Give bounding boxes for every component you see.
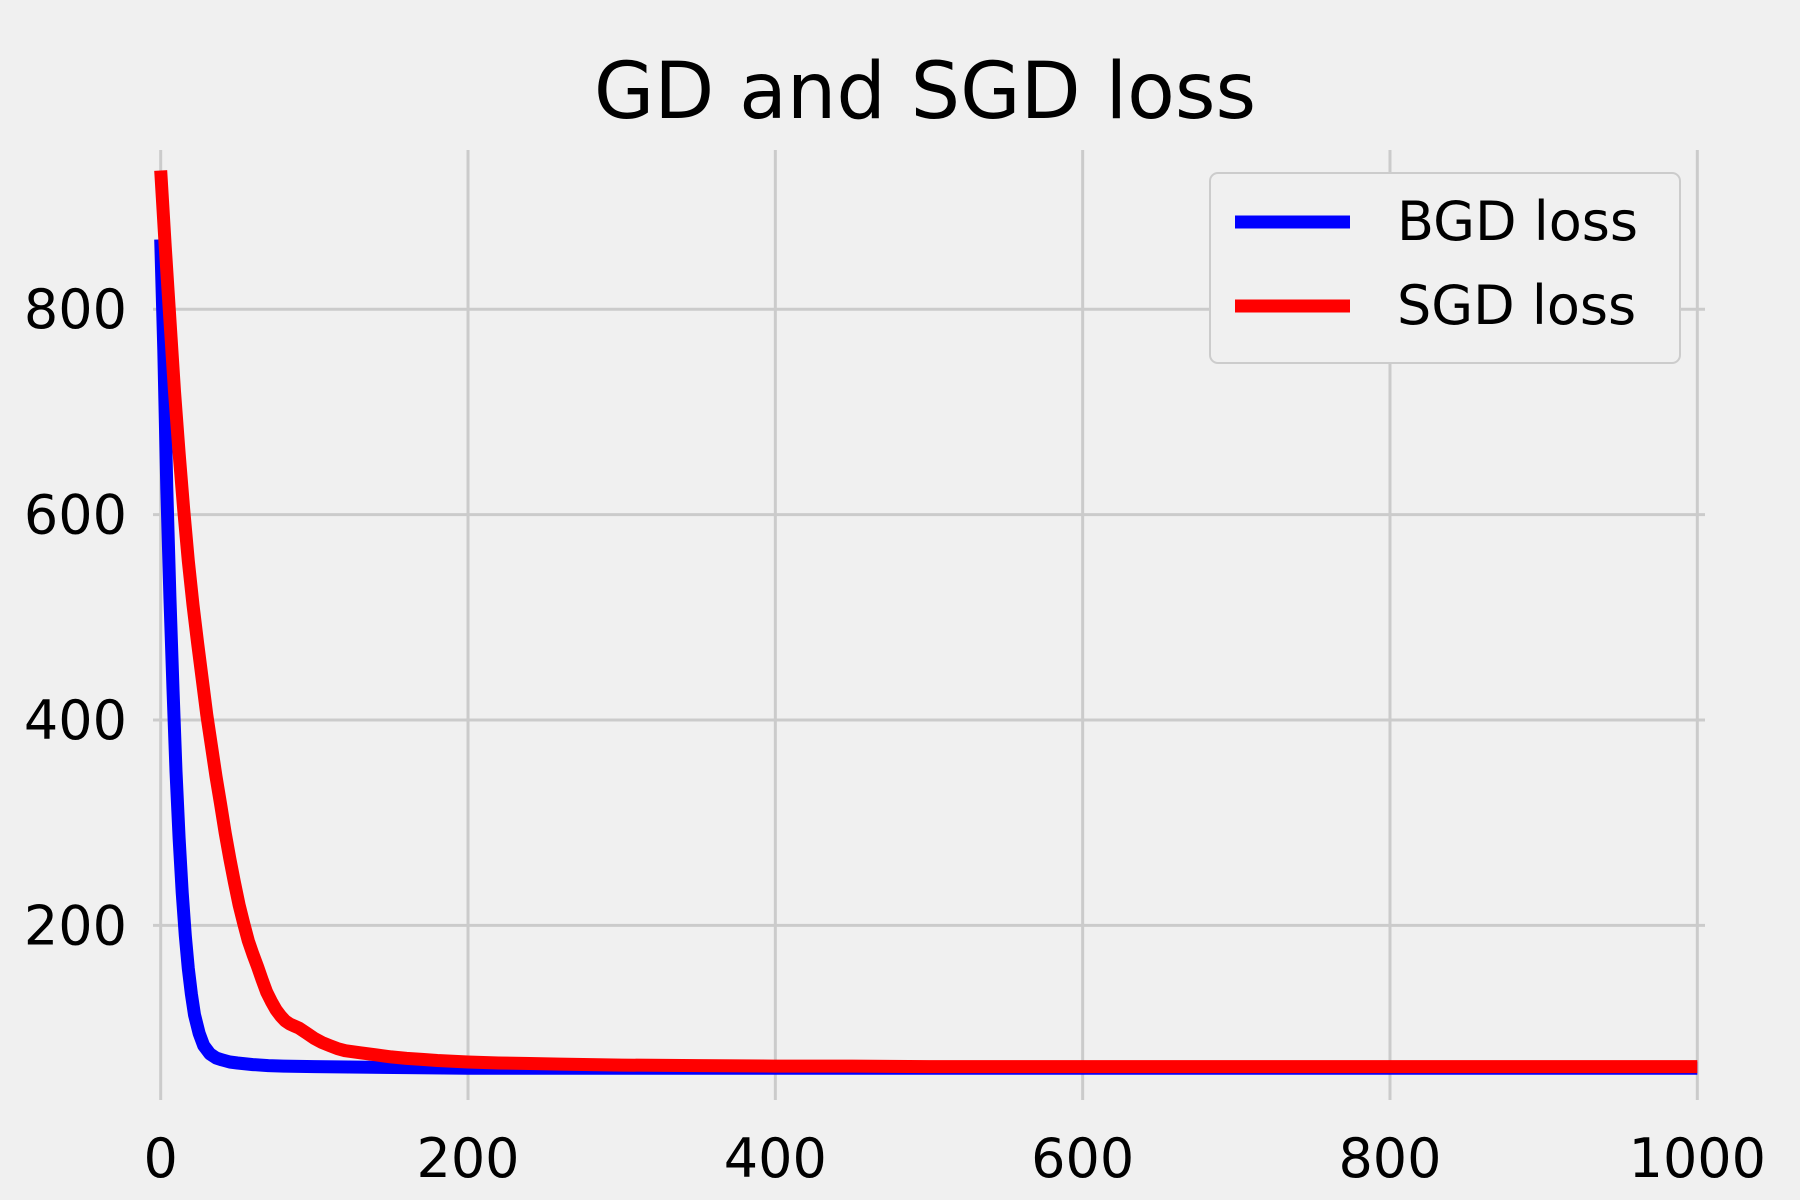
x-tick-label: 600 xyxy=(1031,1127,1134,1190)
y-tick-label: 800 xyxy=(24,278,127,341)
y-tick-label: 400 xyxy=(24,689,127,752)
x-tick-label: 200 xyxy=(416,1127,519,1190)
series-line-sgd xyxy=(154,170,1698,1074)
x-tick-label: 400 xyxy=(724,1127,827,1190)
y-tick-label: 600 xyxy=(24,484,127,547)
series-layer xyxy=(154,170,1698,1075)
legend: BGD loss SGD loss xyxy=(1209,172,1681,364)
tick-labels: 0 200 400 600 800 1000 200 400 600 800 xyxy=(24,278,1766,1190)
chart-title: GD and SGD loss xyxy=(594,47,1256,137)
x-tick-label: 0 xyxy=(144,1127,178,1190)
legend-label-bgd: BGD loss xyxy=(1397,190,1638,253)
legend-label-sgd: SGD loss xyxy=(1397,274,1636,337)
y-tick-label: 200 xyxy=(24,894,127,957)
x-tick-label: 800 xyxy=(1338,1127,1441,1190)
x-tick-label: 1000 xyxy=(1629,1127,1766,1190)
